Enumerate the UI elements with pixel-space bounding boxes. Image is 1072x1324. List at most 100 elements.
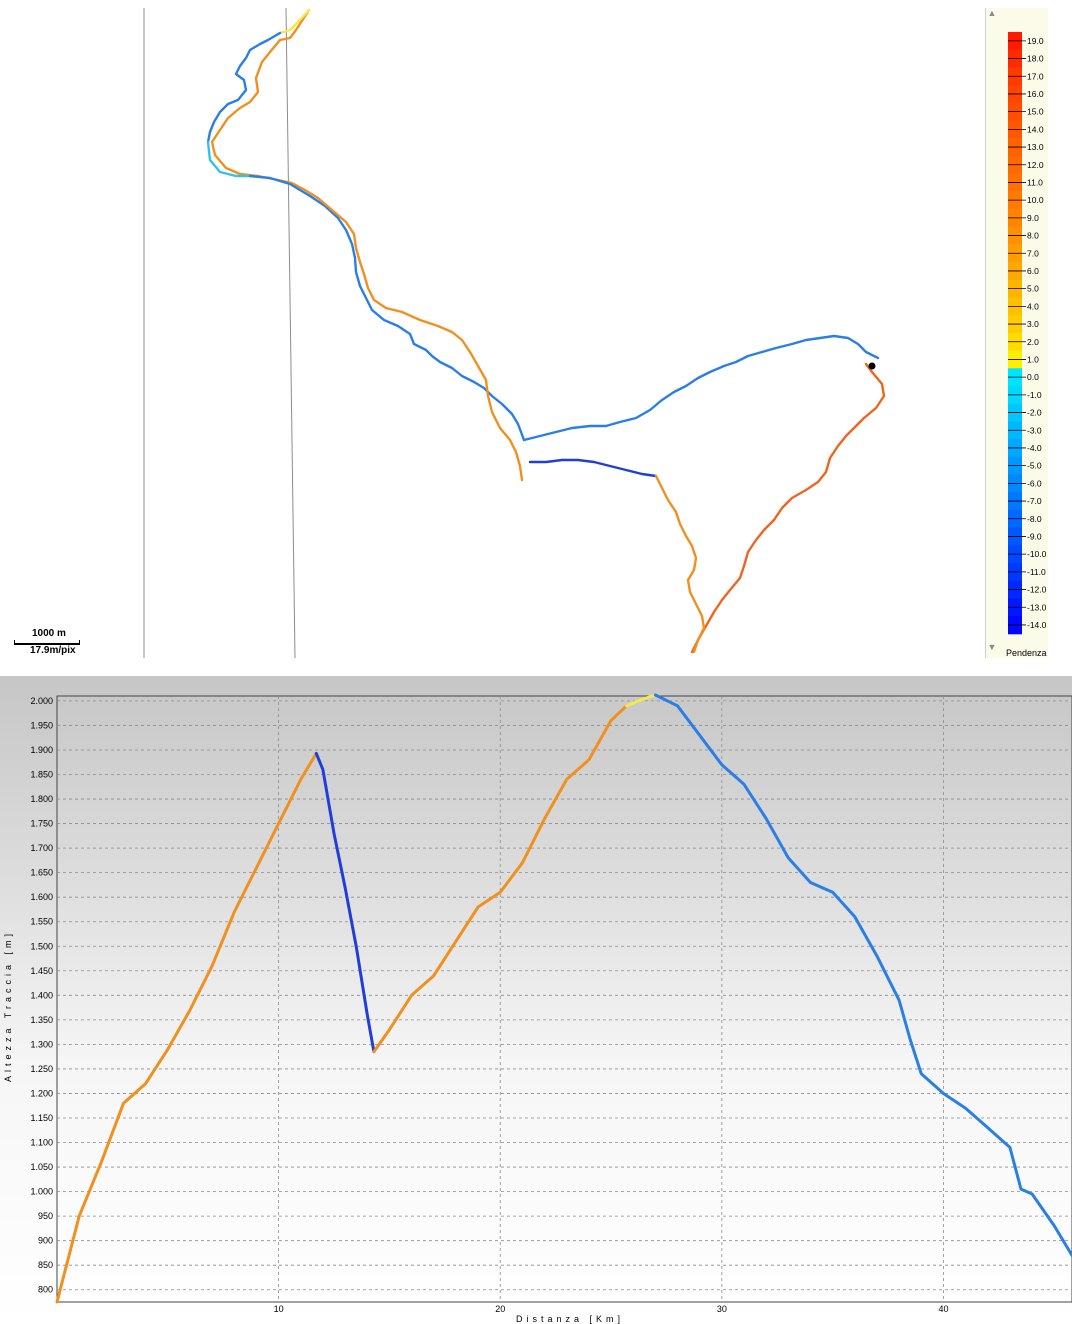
panel-divider (0, 660, 1072, 676)
legend-label: -9.0 (1027, 531, 1042, 541)
y-tick-label: 1.550 (30, 917, 53, 927)
y-tick-labels: 800 850 900 950 1.000 1.050 1.100 1.150 1.200 1.2… (30, 696, 53, 1295)
series-line (314, 751, 376, 1054)
legend-label: 9.0 (1027, 213, 1039, 223)
map-grid-line (285, 7, 296, 659)
legend-label: -1.0 (1027, 390, 1042, 400)
track-segment (690, 362, 886, 654)
legend-label: -7.0 (1027, 496, 1042, 506)
slope-color-scale: 19.0 18.0 17.0 16.0 15.0 14.0 13.0 12.0 11.0 10.0… (1008, 32, 1047, 635)
y-tick-label: 1.200 (30, 1088, 53, 1098)
scale-bar: 1000 m 17.9m/pix (14, 628, 84, 656)
elevation-series (55, 693, 1072, 1304)
track-segment (278, 8, 311, 35)
y-axis-label: Altezza Traccia [m] (3, 930, 13, 1082)
grid (57, 696, 1072, 1302)
scroll-down-icon[interactable]: ▼ (987, 642, 997, 652)
legend-label: -14.0 (1027, 620, 1047, 630)
scale-resolution-label: 17.9m/pix (30, 645, 76, 656)
x-tick-label: 40 (938, 1304, 948, 1314)
scale-distance-label: 1000 m (32, 628, 66, 639)
y-tick-label: 1.800 (30, 794, 53, 804)
y-tick-label: 1.100 (30, 1138, 53, 1148)
legend-label: -12.0 (1027, 585, 1047, 595)
legend-label: 4.0 (1027, 301, 1039, 311)
legend-label: -6.0 (1027, 478, 1042, 488)
map-panel[interactable]: 1000 m 17.9m/pix ▲ 19.0 18.0 17.0 16.0 15.0 1… (0, 0, 1072, 660)
legend-label: 11.0 (1027, 177, 1043, 187)
legend-label: 6.0 (1027, 266, 1039, 276)
x-tick-label: 30 (717, 1304, 727, 1314)
legend-label: 13.0 (1027, 142, 1044, 152)
y-tick-label: 800 (38, 1285, 53, 1295)
y-tick-label: 1.150 (30, 1113, 53, 1123)
legend-label: -8.0 (1027, 514, 1042, 524)
legend-label: -4.0 (1027, 443, 1042, 453)
legend-label: 2.0 (1027, 337, 1039, 347)
y-tick-label: 1.350 (30, 1015, 53, 1025)
track-segment (654, 474, 706, 654)
series-line (372, 704, 629, 1054)
legend-label: 5.0 (1027, 284, 1039, 294)
x-axis-label: Distanza [Km] (516, 1314, 624, 1324)
elevation-profile-chart: 800 850 900 950 1.000 1.050 1.100 1.150 1.200 1.2… (3, 693, 1072, 1324)
legend-label: 15.0 (1027, 107, 1044, 117)
y-tick-label: 1.600 (30, 892, 53, 902)
legend-label: 7.0 (1027, 248, 1039, 258)
x-tick-label: 20 (495, 1304, 505, 1314)
y-tick-label: 1.250 (30, 1064, 53, 1074)
legend-label: 14.0 (1027, 124, 1044, 134)
legend-label: 12.0 (1027, 160, 1044, 170)
slope-legend[interactable]: ▲ 19.0 18.0 17.0 16.0 15.0 14.0 13.0 12.0 11.0 10… (985, 8, 1048, 658)
series-line (653, 693, 1072, 1257)
legend-label: -5.0 (1027, 461, 1042, 471)
y-tick-label: 850 (38, 1260, 53, 1270)
elevation-profile-panel[interactable]: 800 850 900 950 1.000 1.050 1.100 1.150 1.200 1.2… (0, 676, 1072, 1324)
y-tick-label: 1.000 (30, 1187, 53, 1197)
y-tick-label: 950 (38, 1211, 53, 1221)
y-tick-label: 1.750 (30, 819, 53, 829)
legend-label: 0.0 (1027, 372, 1039, 382)
series-line (625, 693, 657, 708)
y-tick-label: 1.500 (30, 941, 53, 951)
y-tick-label: 1.700 (30, 843, 53, 853)
x-tick-label: 10 (274, 1304, 284, 1314)
legend-label: -10.0 (1027, 549, 1047, 559)
legend-label: 1.0 (1027, 354, 1039, 364)
y-tick-label: 1.900 (30, 745, 53, 755)
track-segment (316, 196, 524, 482)
x-tick-labels: 10 20 30 40 (274, 1304, 949, 1314)
start-marker (868, 362, 876, 370)
track-map[interactable] (0, 0, 985, 660)
track-segment (522, 334, 880, 442)
track-segment (206, 140, 252, 178)
y-tick-label: 1.450 (30, 966, 53, 976)
legend-label: 17.0 (1027, 71, 1044, 81)
legend-label: 16.0 (1027, 89, 1044, 99)
legend-title: Pendenza (1006, 648, 1047, 658)
legend-label: 19.0 (1027, 36, 1044, 46)
series-line (55, 751, 318, 1304)
legend-label: -11.0 (1027, 567, 1046, 577)
track-segment (528, 458, 658, 478)
scale-line (14, 640, 80, 645)
track-segment (206, 31, 282, 144)
y-tick-label: 1.850 (30, 770, 53, 780)
legend-label: 10.0 (1027, 195, 1044, 205)
legend-label: -3.0 (1027, 425, 1042, 435)
legend-label: -13.0 (1027, 602, 1047, 612)
y-tick-label: 2.000 (30, 696, 53, 706)
y-tick-label: 1.650 (30, 868, 53, 878)
scroll-up-icon[interactable]: ▲ (987, 8, 997, 18)
legend-label: -2.0 (1027, 408, 1042, 418)
y-tick-label: 1.400 (30, 990, 53, 1000)
legend-label: 8.0 (1027, 231, 1039, 241)
y-tick-label: 1.950 (30, 720, 53, 730)
track-route (206, 8, 886, 654)
y-tick-label: 1.050 (30, 1162, 53, 1172)
legend-label: 3.0 (1027, 319, 1039, 329)
y-tick-label: 1.300 (30, 1039, 53, 1049)
plot-frame (56, 695, 1072, 1303)
y-tick-label: 900 (38, 1236, 53, 1246)
legend-label: 18.0 (1027, 54, 1044, 64)
